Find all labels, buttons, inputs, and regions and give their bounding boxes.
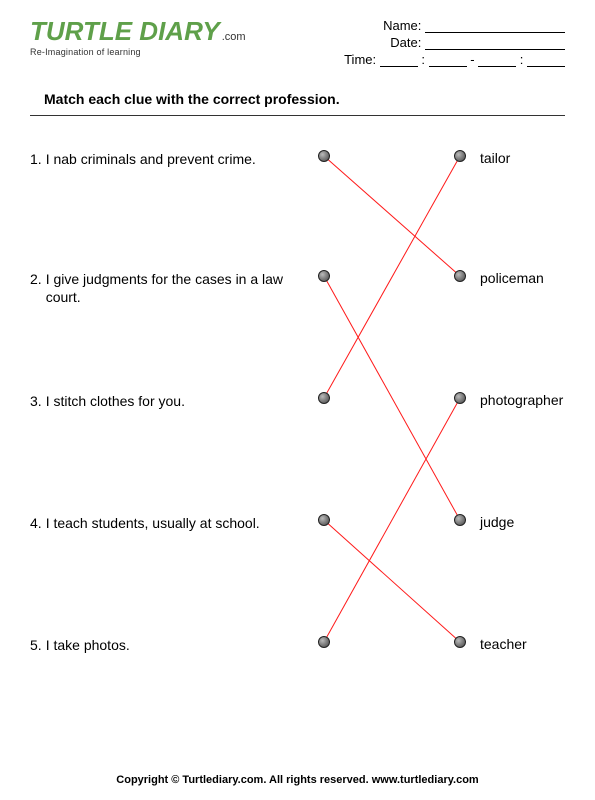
logo-tagline: Re-Imagination of learning: [30, 47, 246, 57]
time-label: Time:: [344, 52, 376, 67]
date-blank[interactable]: [425, 38, 565, 50]
time-blank-1[interactable]: [380, 55, 418, 67]
match-line: [324, 156, 460, 276]
answer-dot[interactable]: [454, 636, 466, 648]
instruction: Match each clue with the correct profess…: [0, 77, 595, 115]
clue-row: 4.I teach students, usually at school.: [30, 514, 310, 532]
matching-area: 1.I nab criminals and prevent crime.2.I …: [30, 140, 565, 720]
logo-suffix: .com: [222, 31, 246, 43]
name-label: Name:: [383, 18, 421, 33]
header: TURTLE DIARY.com Re-Imagination of learn…: [0, 0, 595, 77]
time-blank-3[interactable]: [478, 55, 516, 67]
clue-row: 1.I nab criminals and prevent crime.: [30, 150, 310, 168]
answer-dot[interactable]: [454, 270, 466, 282]
logo: TURTLE DIARY.com Re-Imagination of learn…: [30, 18, 246, 69]
clue-row: 5.I take photos.: [30, 636, 310, 654]
answer-label: photographer: [480, 392, 563, 408]
clue-number: 3.: [30, 392, 42, 410]
clue-row: 3.I stitch clothes for you.: [30, 392, 310, 410]
answer-dot[interactable]: [454, 392, 466, 404]
clue-row: 2.I give judgments for the cases in a la…: [30, 270, 310, 306]
clue-dot[interactable]: [318, 270, 330, 282]
answer-label: policeman: [480, 270, 544, 286]
divider: [30, 115, 565, 116]
clue-text: I take photos.: [46, 636, 130, 654]
footer: Copyright © Turtlediary.com. All rights …: [0, 774, 595, 786]
match-line: [324, 398, 460, 642]
clue-dot[interactable]: [318, 392, 330, 404]
match-line: [324, 520, 460, 642]
clue-number: 5.: [30, 636, 42, 654]
clue-dot[interactable]: [318, 514, 330, 526]
clue-number: 4.: [30, 514, 42, 532]
date-label: Date:: [390, 35, 421, 50]
clue-text: I stitch clothes for you.: [46, 392, 185, 410]
name-blank[interactable]: [425, 21, 565, 33]
answer-dot[interactable]: [454, 150, 466, 162]
answer-label: judge: [480, 514, 514, 530]
match-line: [324, 276, 460, 520]
clue-text: I nab criminals and prevent crime.: [46, 150, 256, 168]
match-line: [324, 156, 460, 398]
match-lines: [30, 140, 565, 720]
info-fields: Name: Date: Time: : - :: [344, 18, 565, 69]
time-blank-4[interactable]: [527, 55, 565, 67]
clue-number: 2.: [30, 270, 42, 306]
logo-brand: TURTLE DIARY: [30, 16, 220, 46]
clue-text: I give judgments for the cases in a law …: [46, 270, 306, 306]
clue-dot[interactable]: [318, 150, 330, 162]
answer-dot[interactable]: [454, 514, 466, 526]
answer-label: tailor: [480, 150, 510, 166]
clue-number: 1.: [30, 150, 42, 168]
clue-text: I teach students, usually at school.: [46, 514, 260, 532]
answer-label: teacher: [480, 636, 527, 652]
time-blank-2[interactable]: [429, 55, 467, 67]
clue-dot[interactable]: [318, 636, 330, 648]
